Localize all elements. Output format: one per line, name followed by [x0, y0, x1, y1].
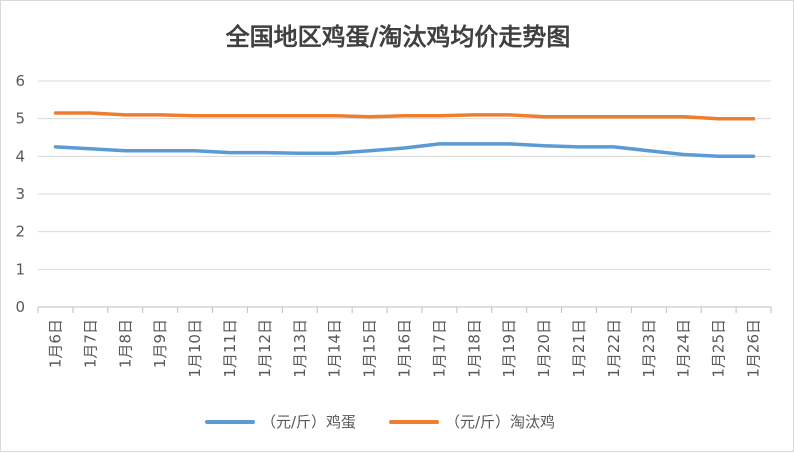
y-axis-ticks: 0 1 2 3 4 5 6 — [15, 72, 25, 316]
y-tick-label: 6 — [15, 72, 25, 90]
y-tick-label: 4 — [15, 147, 25, 165]
y-tick-label: 1 — [15, 260, 25, 278]
x-axis-ticks: 1月6日 1月7日 1月8日 1月9日 1月10日 1月11日 1月12日 1月13日 1月14… — [46, 319, 762, 378]
series-line-1 — [53, 111, 756, 121]
y-tick-label: 5 — [15, 110, 25, 128]
x-tick-label: 1月26日 — [745, 319, 763, 378]
x-tick-label: 1月21日 — [570, 319, 588, 378]
x-tick-label: 1月19日 — [500, 319, 518, 378]
gridlines — [38, 80, 771, 270]
x-tick-label: 1月24日 — [675, 319, 693, 378]
series-line-0 — [53, 142, 756, 159]
x-tick-label: 1月7日 — [81, 319, 99, 368]
x-tick-label: 1月6日 — [46, 319, 64, 368]
y-tick-label: 3 — [15, 185, 25, 203]
y-tick-label: 2 — [15, 223, 25, 241]
x-tick-label: 1月8日 — [116, 319, 134, 368]
x-tick-label: 1月14日 — [326, 319, 344, 378]
x-tick-label: 1月10日 — [186, 319, 204, 378]
x-tick-label: 1月16日 — [396, 319, 414, 378]
legend-label-0: （元/斤）鸡蛋 — [261, 413, 356, 431]
x-tick-label: 1月18日 — [465, 319, 483, 378]
x-tick-label: 1月22日 — [605, 319, 623, 378]
x-tick-label: 1月11日 — [221, 319, 239, 378]
x-axis — [37, 306, 772, 313]
chart-title: 全国地区鸡蛋/淘汰鸡均价走势图 — [225, 23, 571, 51]
x-tick-label: 1月25日 — [710, 319, 728, 378]
x-tick-label: 1月20日 — [535, 319, 553, 378]
x-tick-label: 1月23日 — [640, 319, 658, 378]
series-lines — [53, 111, 756, 159]
legend: （元/斤）鸡蛋 （元/斤）淘汰鸡 — [205, 413, 555, 431]
x-tick-label: 1月17日 — [430, 319, 448, 378]
x-tick-label: 1月9日 — [151, 319, 169, 368]
x-tick-label: 1月12日 — [256, 319, 274, 378]
x-tick-label: 1月13日 — [291, 319, 309, 378]
legend-label-1: （元/斤）淘汰鸡 — [445, 413, 555, 431]
y-tick-label: 0 — [15, 298, 25, 316]
x-tick-label: 1月15日 — [361, 319, 379, 378]
